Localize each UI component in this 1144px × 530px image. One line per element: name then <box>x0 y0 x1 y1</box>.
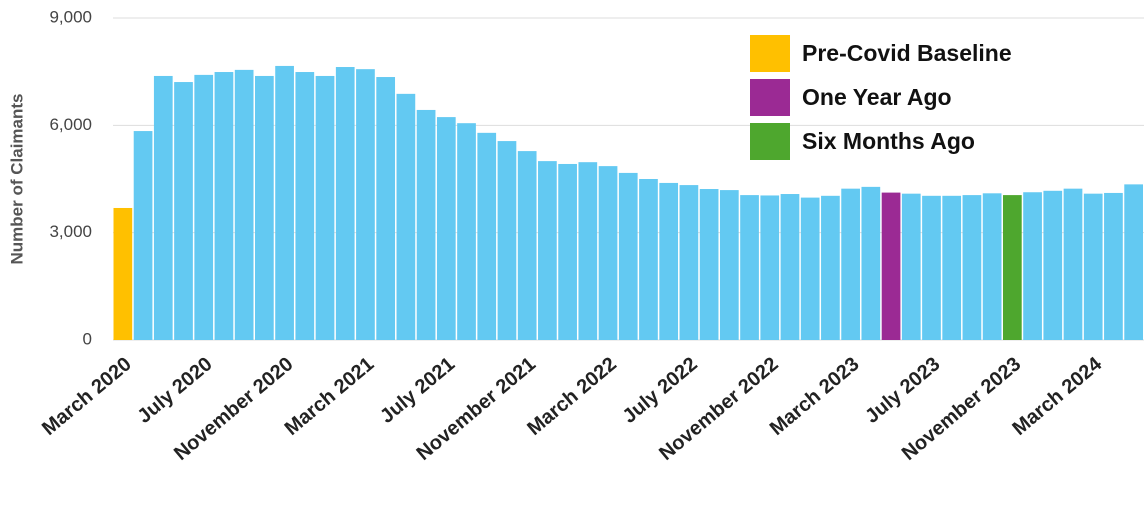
bar <box>962 195 982 340</box>
legend-label: Six Months Ago <box>802 128 975 154</box>
bar <box>821 195 840 340</box>
x-tick-label: July 2023 <box>861 353 944 428</box>
bar <box>800 197 820 340</box>
bar <box>133 131 153 340</box>
bar <box>457 123 476 340</box>
bar <box>780 194 800 340</box>
bar <box>174 82 193 340</box>
bar <box>214 72 234 340</box>
y-axis-label: Number of Claimants <box>7 94 26 265</box>
bar <box>618 172 638 340</box>
y-tick-label: 6,000 <box>49 115 92 134</box>
legend-label: One Year Ago <box>802 84 952 110</box>
bar <box>517 151 537 340</box>
bar <box>113 207 133 340</box>
x-tick-label: March 2022 <box>523 353 621 440</box>
x-tick-label: March 2024 <box>1008 352 1106 439</box>
bar <box>719 190 739 340</box>
bar <box>558 163 577 340</box>
bar <box>1002 195 1022 340</box>
bar <box>255 75 274 341</box>
bar <box>881 192 901 340</box>
bar <box>1063 188 1083 340</box>
bar <box>578 162 598 340</box>
bar <box>598 166 618 340</box>
bar <box>639 179 658 340</box>
bar <box>153 75 173 341</box>
x-tick-label: March 2020 <box>38 353 136 440</box>
bar <box>477 132 497 340</box>
bar <box>497 141 517 340</box>
legend-swatch <box>750 35 790 72</box>
bar <box>1104 192 1123 340</box>
x-tick-label: July 2022 <box>619 353 702 428</box>
bar <box>335 67 355 340</box>
bar <box>275 65 294 340</box>
bar <box>740 195 759 340</box>
bar <box>679 185 699 340</box>
bar <box>1023 192 1042 340</box>
bar <box>356 69 375 340</box>
x-tick-label: July 2020 <box>133 353 216 428</box>
bar <box>901 193 921 340</box>
bar <box>436 117 456 340</box>
x-tick-label: March 2021 <box>281 353 379 440</box>
bar <box>760 195 780 340</box>
y-tick-label: 3,000 <box>49 222 92 241</box>
bar <box>234 69 254 340</box>
bar <box>942 195 962 340</box>
legend-label: Pre-Covid Baseline <box>802 40 1012 66</box>
y-tick-label: 0 <box>83 329 92 348</box>
bar <box>1083 193 1103 340</box>
bar <box>396 93 416 340</box>
bar <box>1043 190 1063 340</box>
bar <box>841 188 860 340</box>
x-tick-label: March 2023 <box>766 353 864 440</box>
bar <box>295 72 315 340</box>
bar <box>861 186 881 340</box>
legend-swatch <box>750 123 790 160</box>
bar <box>659 182 679 340</box>
bar <box>982 193 1002 340</box>
y-tick-label: 9,000 <box>49 7 92 26</box>
bar <box>538 161 557 340</box>
bar <box>376 77 396 341</box>
bar <box>1124 184 1143 340</box>
bar <box>922 195 941 340</box>
x-tick-label: July 2021 <box>376 353 459 428</box>
bar <box>315 75 335 341</box>
bar <box>194 74 214 341</box>
bar <box>699 189 719 340</box>
legend-swatch <box>750 79 790 116</box>
bar <box>416 109 436 341</box>
